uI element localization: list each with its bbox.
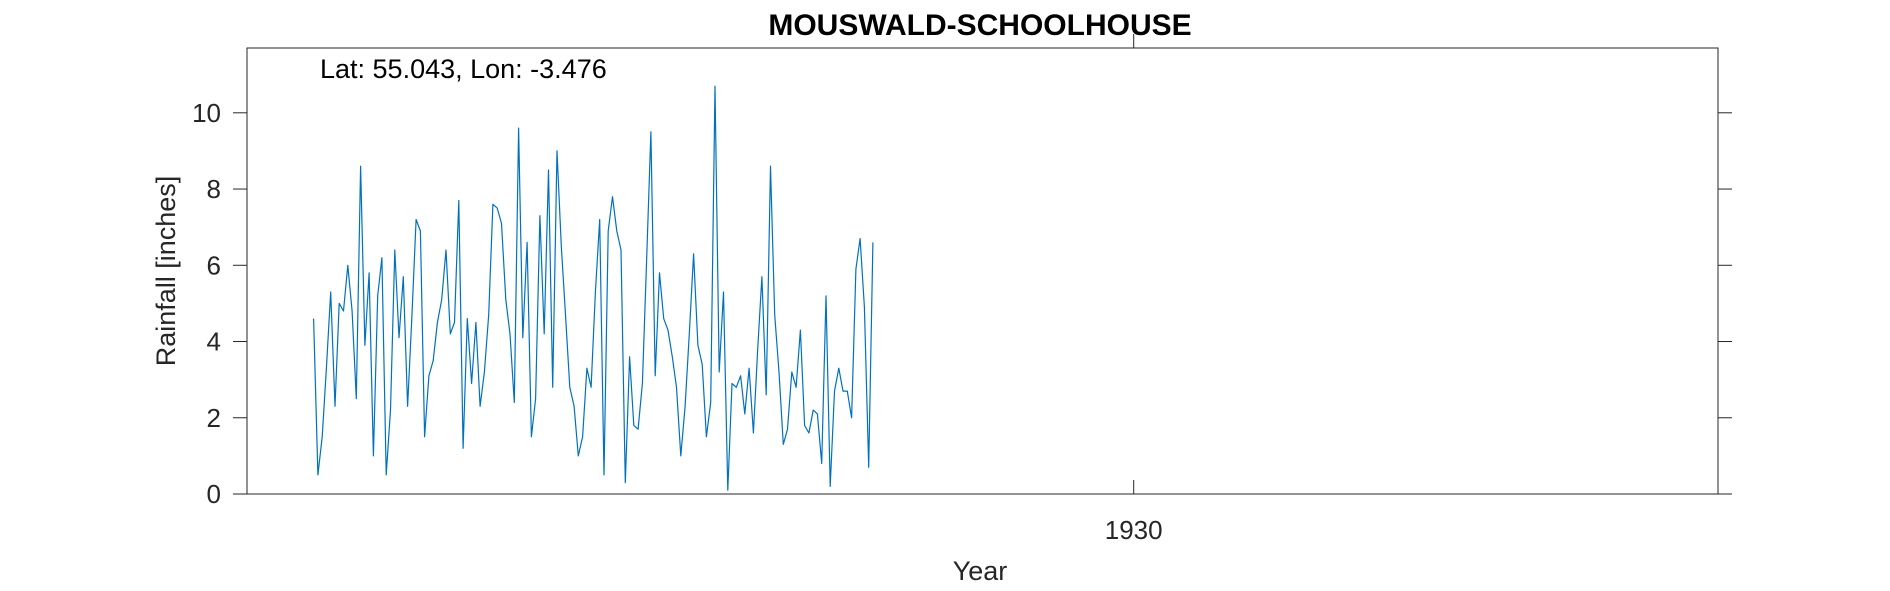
x-axis: 1930: [1105, 34, 1163, 545]
y-axis: 0 2 4 6 8 10: [192, 98, 1732, 509]
y-tick-label: 6: [207, 250, 221, 280]
y-tick-label: 8: [207, 174, 221, 204]
x-tick-label: 1930: [1105, 515, 1163, 545]
chart-title: MOUSWALD-SCHOOLHOUSE: [768, 9, 1191, 42]
location-annotation: Lat: 55.043, Lon: -3.476: [320, 54, 607, 84]
rainfall-series-line: [313, 85, 874, 491]
y-tick-label: 0: [207, 479, 221, 509]
y-tick-label: 4: [207, 327, 221, 357]
y-tick-label: 10: [192, 98, 221, 128]
y-axis-label: Rainfall [inches]: [151, 176, 181, 367]
y-tick-label: 2: [207, 403, 221, 433]
plot-frame: [246, 47, 1719, 495]
x-axis-label: Year: [953, 556, 1008, 586]
